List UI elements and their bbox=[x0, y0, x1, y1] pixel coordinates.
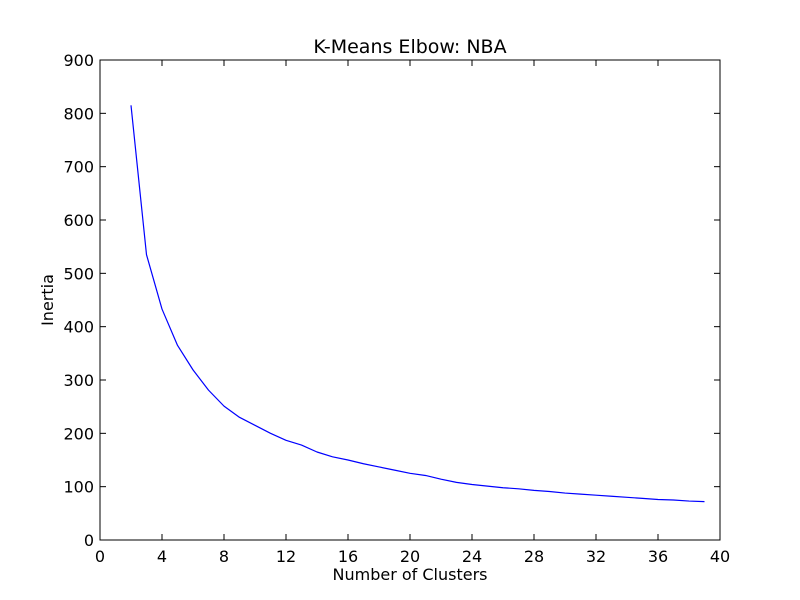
x-axis-ticks: 0 4 8 12 16 20 24 28 32 36 40 bbox=[95, 60, 730, 566]
x-tick-label: 20 bbox=[400, 547, 420, 566]
x-axis-label: Number of Clusters bbox=[333, 565, 488, 584]
x-tick-label: 8 bbox=[219, 547, 229, 566]
y-tick-label: 700 bbox=[63, 158, 94, 177]
x-tick-label: 16 bbox=[338, 547, 358, 566]
y-tick-label: 300 bbox=[63, 371, 94, 390]
x-tick-label: 32 bbox=[586, 547, 606, 566]
chart-title: K-Means Elbow: NBA bbox=[313, 36, 506, 58]
x-tick-label: 40 bbox=[710, 547, 730, 566]
y-axis-label: Inertia bbox=[38, 274, 57, 326]
y-tick-label: 900 bbox=[63, 51, 94, 70]
y-axis-ticks: 0 100 200 300 400 500 600 700 800 900 bbox=[63, 51, 720, 550]
x-tick-label: 12 bbox=[276, 547, 296, 566]
y-tick-label: 400 bbox=[63, 318, 94, 337]
x-tick-label: 24 bbox=[462, 547, 482, 566]
plot-area bbox=[99, 59, 721, 541]
x-tick-label: 36 bbox=[648, 547, 668, 566]
y-tick-label: 500 bbox=[63, 264, 94, 283]
x-tick-label: 28 bbox=[524, 547, 544, 566]
y-tick-label: 800 bbox=[63, 104, 94, 123]
series-line bbox=[130, 105, 705, 503]
y-tick-label: 100 bbox=[63, 478, 94, 497]
x-tick-label: 4 bbox=[157, 547, 167, 566]
y-tick-label: 600 bbox=[63, 211, 94, 230]
plot-frame bbox=[99, 59, 721, 541]
y-tick-label: 0 bbox=[84, 531, 94, 550]
x-tick-label: 0 bbox=[95, 547, 105, 566]
y-tick-label: 200 bbox=[63, 424, 94, 443]
